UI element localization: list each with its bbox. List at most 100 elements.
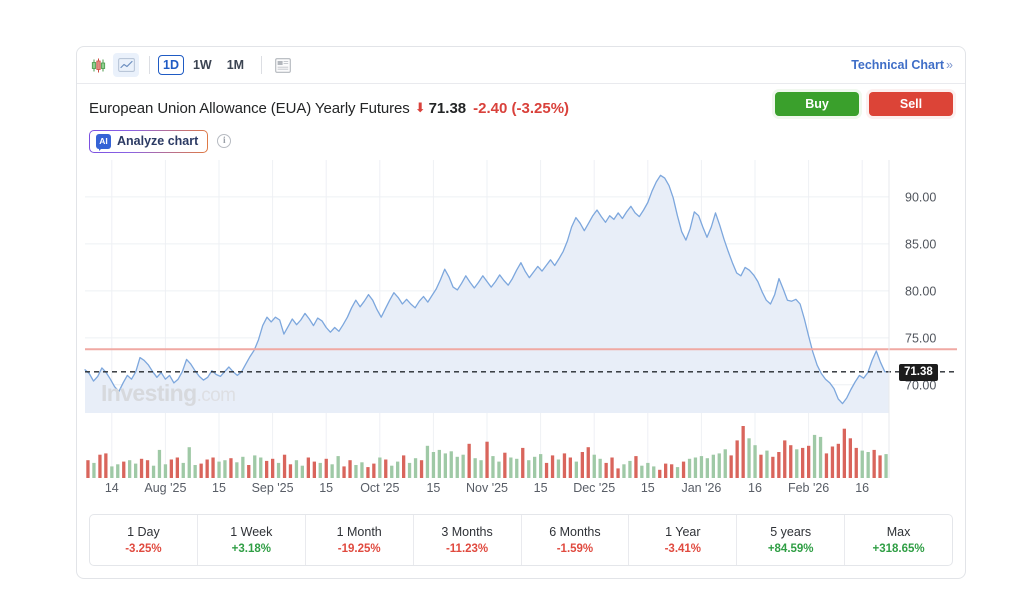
volume-bar bbox=[539, 454, 543, 478]
timeframe-1w[interactable]: 1W bbox=[192, 58, 212, 72]
price-change-pct: (-3.25%) bbox=[511, 99, 570, 117]
trade-buttons: Buy Sell bbox=[775, 92, 953, 116]
chart-area[interactable]: 90.00 85.00 80.00 75.00 70.00 14 Aug '25 15 Sep … bbox=[77, 158, 965, 496]
x-axis-tick-label: Aug '25 bbox=[144, 481, 186, 495]
quote-header: European Union Allowance (EUA) Yearly Fu… bbox=[77, 84, 965, 122]
volume-bar bbox=[92, 462, 96, 478]
volume-bar bbox=[830, 446, 835, 478]
performance-cell[interactable]: 1 Week +3.18% bbox=[198, 515, 306, 565]
volume-bar bbox=[247, 465, 251, 478]
chevron-right-icon: » bbox=[946, 58, 953, 72]
volume-bar bbox=[318, 462, 322, 478]
volume-bar bbox=[473, 458, 477, 478]
volume-bar bbox=[491, 456, 495, 478]
volume-bar bbox=[229, 458, 233, 478]
volume-bar bbox=[807, 445, 811, 478]
chart-card: 1D 1W 1M Technical Chart» European U bbox=[76, 46, 966, 579]
performance-value: -1.59% bbox=[556, 543, 594, 555]
analyze-chart-label: Analyze chart bbox=[117, 134, 199, 148]
performance-cell[interactable]: 6 Months -1.59% bbox=[522, 515, 630, 565]
volume-bar bbox=[664, 463, 668, 478]
volume-bar bbox=[854, 447, 858, 478]
volume-bar bbox=[747, 438, 751, 478]
volume-bar bbox=[205, 459, 209, 478]
performance-cell[interactable]: 1 Year -3.41% bbox=[629, 515, 738, 565]
performance-period-label: 1 Day bbox=[127, 525, 160, 539]
volume-bar bbox=[652, 466, 656, 478]
volume-bar bbox=[134, 463, 138, 478]
volume-bar bbox=[497, 461, 501, 478]
volume-bar bbox=[670, 464, 674, 478]
y-axis-tick-label: 75.00 bbox=[905, 331, 936, 345]
performance-cell[interactable]: 1 Day -3.25% bbox=[90, 515, 198, 565]
volume-bar bbox=[437, 449, 441, 478]
volume-bar bbox=[562, 453, 567, 478]
performance-period-label: 1 Week bbox=[230, 525, 273, 539]
volume-bar bbox=[646, 462, 650, 478]
volume-bar bbox=[836, 443, 840, 478]
volume-bar bbox=[872, 449, 876, 478]
volume-bar bbox=[574, 461, 578, 478]
price-down-arrow-icon: ⬇ bbox=[414, 100, 426, 115]
toolbar-divider-1 bbox=[149, 56, 150, 74]
area-chart-icon[interactable] bbox=[113, 53, 139, 77]
volume-bar bbox=[789, 445, 793, 478]
buy-button[interactable]: Buy bbox=[775, 92, 859, 116]
volume-bar bbox=[842, 428, 846, 478]
volume-bar bbox=[860, 450, 864, 478]
y-axis-tick-label: 70.00 bbox=[905, 378, 936, 392]
volume-bar bbox=[812, 434, 817, 478]
volume-bar bbox=[151, 465, 156, 478]
sell-button[interactable]: Sell bbox=[869, 92, 953, 116]
info-icon[interactable]: i bbox=[217, 134, 232, 148]
performance-table: 1 Day -3.25% 1 Week +3.18% 1 Month -19.25% 3 M… bbox=[89, 514, 953, 566]
volume-bar bbox=[765, 450, 769, 478]
volume-bar bbox=[122, 461, 126, 478]
volume-bar bbox=[384, 459, 388, 478]
performance-period-label: 1 Year bbox=[665, 525, 701, 539]
price-line bbox=[84, 174, 890, 405]
volume-bar bbox=[598, 458, 602, 478]
volume-bar bbox=[336, 456, 340, 478]
volume-bar bbox=[884, 454, 888, 478]
performance-cell[interactable]: 1 Month -19.25% bbox=[306, 515, 414, 565]
performance-cell[interactable]: 5 years +84.59% bbox=[737, 515, 846, 565]
volume-bar bbox=[592, 454, 596, 478]
performance-cell[interactable]: Max +318.65% bbox=[845, 515, 952, 565]
performance-value: -11.23% bbox=[445, 543, 489, 555]
volume-bar bbox=[253, 455, 257, 478]
price-volume-chart[interactable]: 90.00 85.00 80.00 75.00 70.00 14 Aug '25 15 Sep … bbox=[77, 158, 965, 496]
x-axis-tick-label: Oct '25 bbox=[360, 481, 399, 495]
volume-bar bbox=[223, 460, 227, 478]
performance-period-label: 1 Month bbox=[336, 525, 382, 539]
volume-bar bbox=[294, 460, 299, 478]
volume-bar bbox=[878, 455, 882, 478]
volume-bar bbox=[163, 464, 168, 478]
volume-bar bbox=[580, 452, 584, 478]
x-axis-tick-label: Sep '25 bbox=[252, 481, 294, 495]
volume-bar bbox=[753, 445, 757, 478]
timeframe-1d[interactable]: 1D bbox=[158, 55, 184, 75]
last-price: 71.38 bbox=[428, 99, 467, 117]
news-panel-icon[interactable] bbox=[270, 53, 296, 77]
volume-bar bbox=[699, 456, 704, 478]
volume-bar bbox=[658, 469, 662, 478]
technical-chart-link[interactable]: Technical Chart» bbox=[851, 58, 953, 72]
volume-bar bbox=[259, 457, 263, 478]
volume-bar bbox=[425, 445, 430, 478]
volume-bar bbox=[568, 457, 572, 478]
analyze-chart-button[interactable]: AI Analyze chart bbox=[89, 130, 208, 153]
volume-bar bbox=[449, 451, 453, 478]
volume-bar bbox=[193, 465, 197, 478]
volume-bar bbox=[783, 440, 787, 478]
volume-bar bbox=[550, 455, 555, 478]
performance-cell[interactable]: 3 Months -11.23% bbox=[414, 515, 522, 565]
volume-bar bbox=[431, 452, 436, 478]
volume-bar bbox=[348, 460, 352, 478]
x-axis-tick-label: 14 bbox=[105, 481, 119, 495]
volume-bar bbox=[687, 458, 692, 478]
timeframe-1m[interactable]: 1M bbox=[226, 58, 245, 72]
volume-bar bbox=[342, 466, 346, 478]
candlestick-chart-icon[interactable] bbox=[85, 53, 111, 77]
